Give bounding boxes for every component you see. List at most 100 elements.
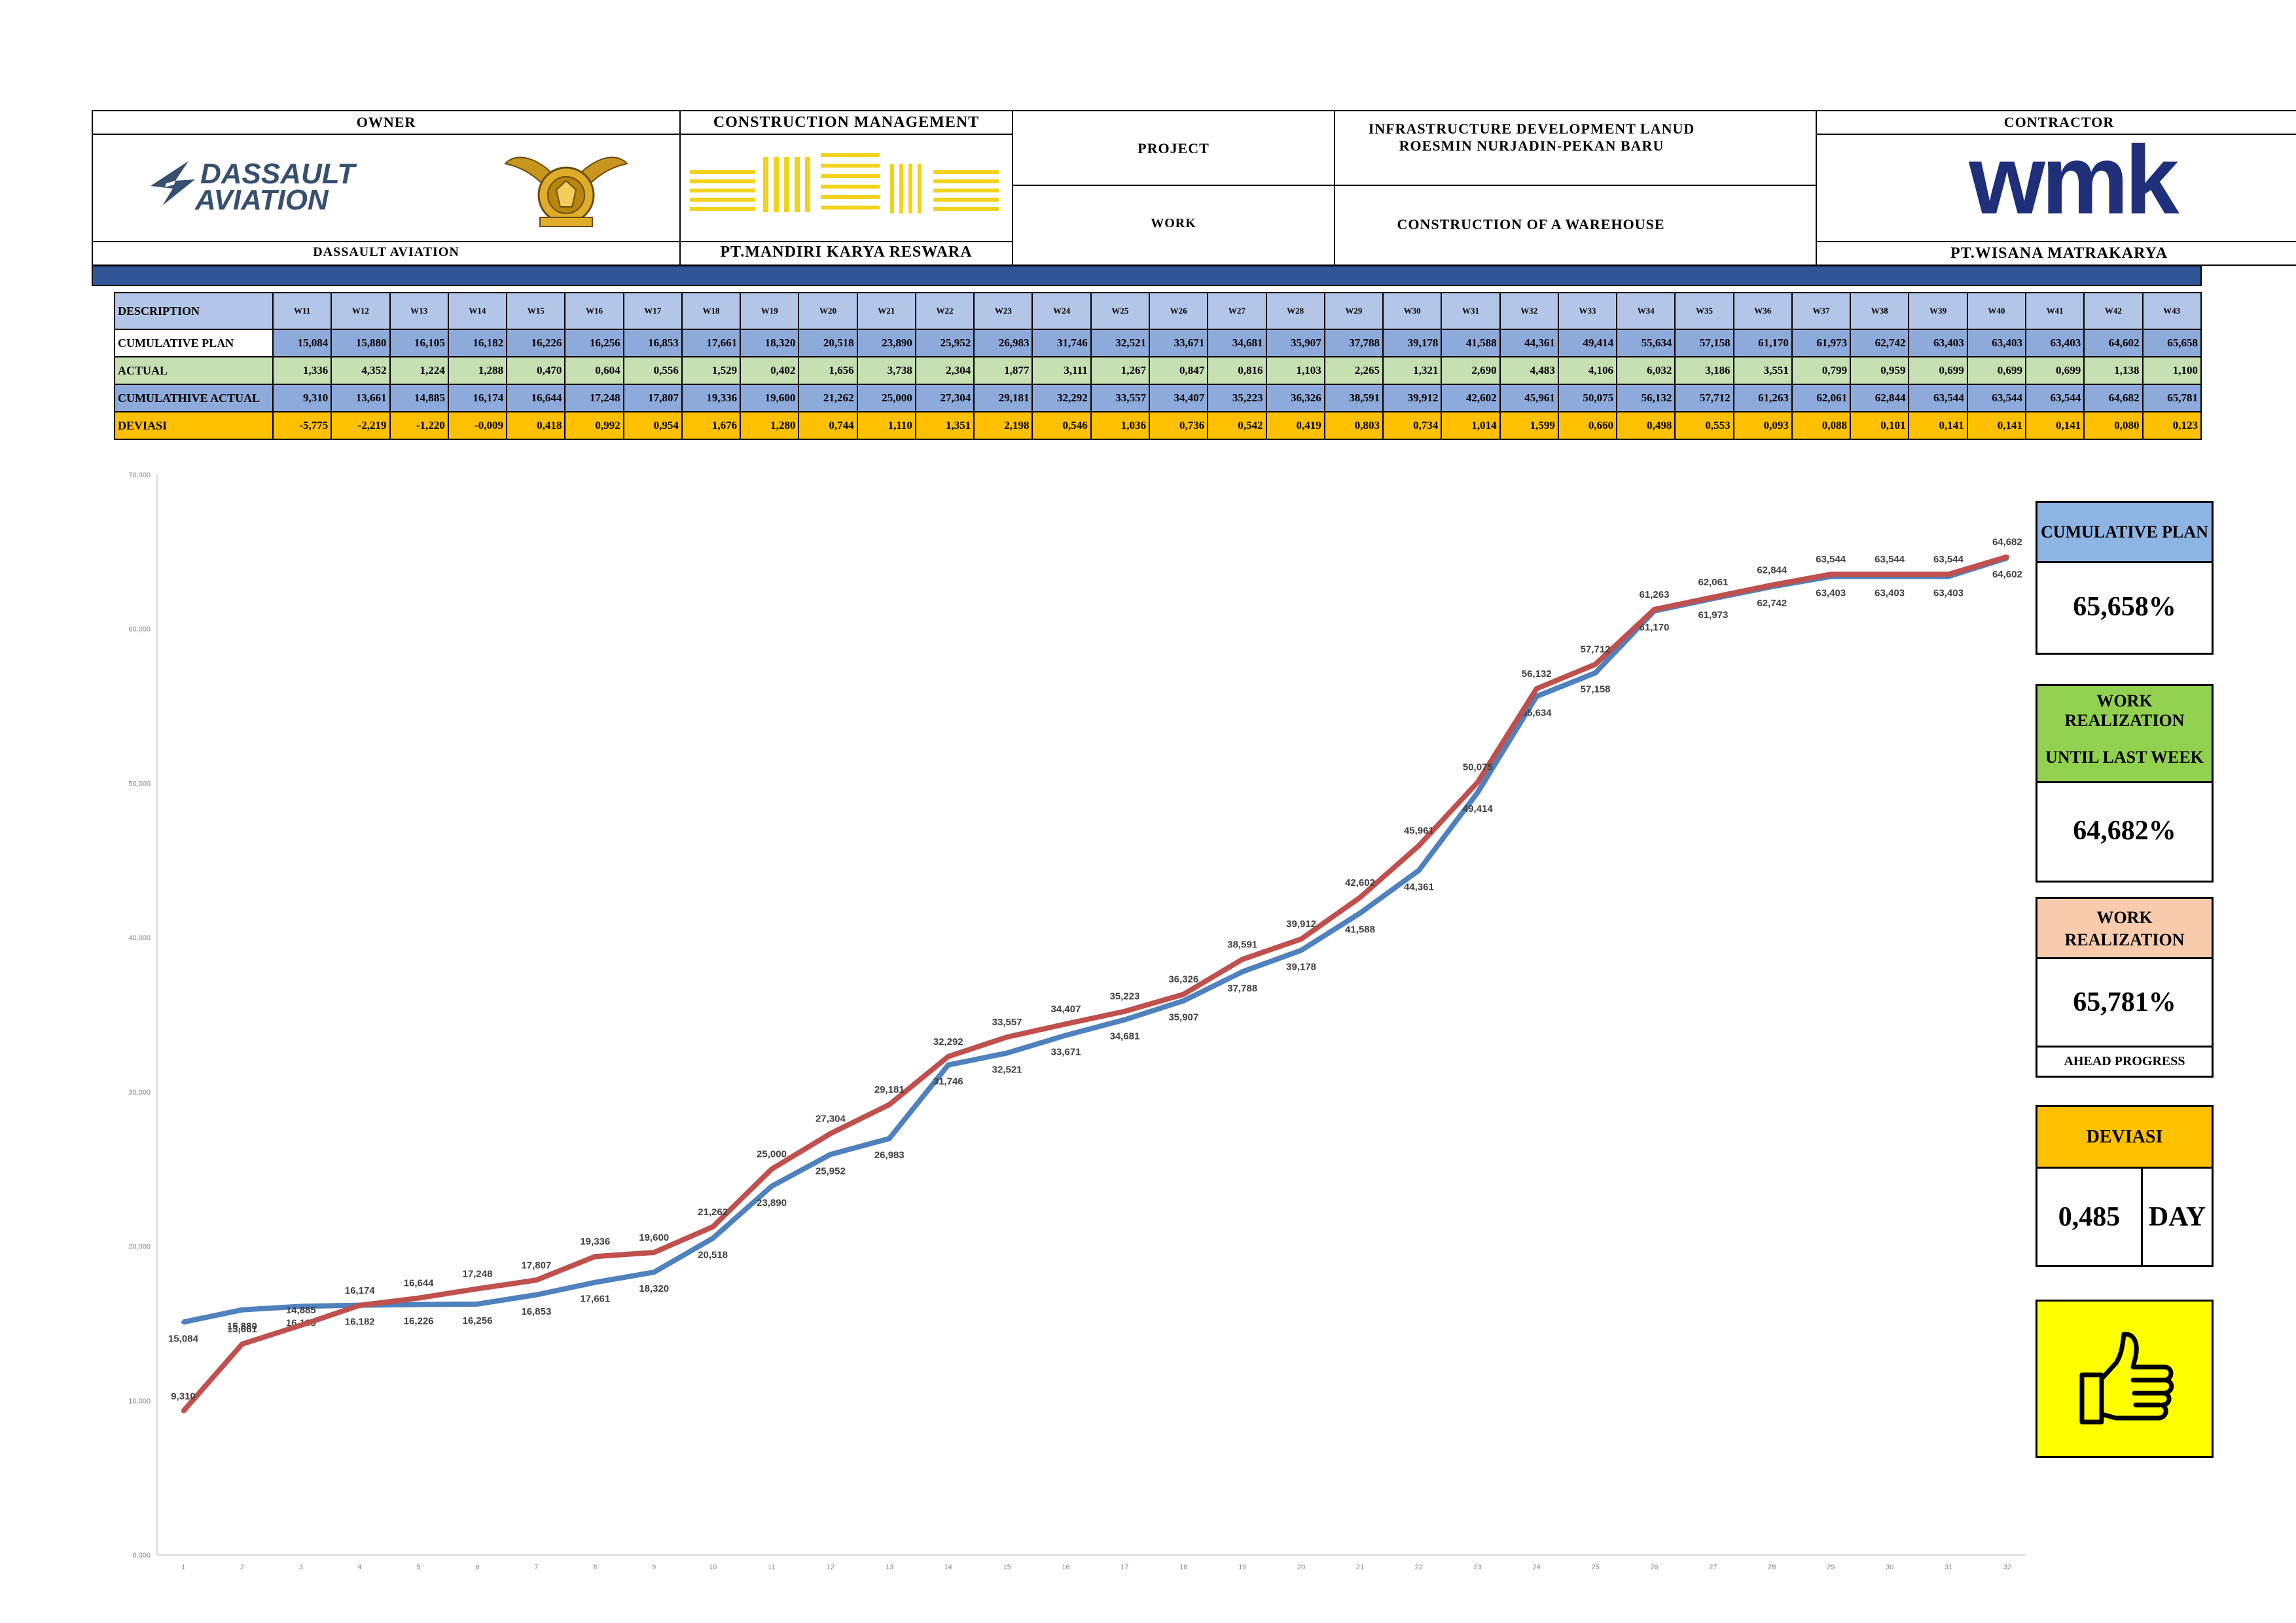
plan-summary-value: 65,658%: [2073, 592, 2176, 622]
table-cell: 39,178: [1382, 329, 1443, 357]
table-cell: 63,544: [1908, 384, 1968, 412]
actual-data-label: 19,600: [639, 1232, 669, 1243]
table-cell: 16,644: [506, 384, 566, 412]
project-label: PROJECT: [1138, 140, 1210, 156]
actual-data-label: 64,682: [1992, 536, 2022, 547]
table-cell: 36,326: [1265, 384, 1325, 412]
plan-data-label: 26,983: [874, 1150, 905, 1161]
actual-point: [1181, 992, 1186, 996]
week-header: W22: [914, 292, 975, 330]
plan-data-label: 62,742: [1757, 598, 1787, 609]
actual-data-label: 34,407: [1051, 1004, 1081, 1015]
actual-point: [1534, 686, 1539, 691]
plan-summary-title: CUMULATIVE PLAN: [2037, 503, 2212, 563]
dassault-logo: DASSAULT AVIATION: [151, 158, 357, 213]
realization-title-line1: WORK: [2096, 908, 2153, 927]
table-cell: 20,518: [798, 329, 858, 357]
x-tick-label: 7: [534, 1563, 538, 1571]
contractor-block: CONTRACTOR wmk PT.WISANA MATRAKARYA: [1816, 110, 2296, 266]
table-cell: 0,542: [1207, 411, 1267, 440]
plan-data-label: 55,634: [1522, 708, 1552, 719]
plan-point: [1122, 1017, 1127, 1022]
plan-data-label: 15,084: [168, 1333, 199, 1344]
table-cell: 3,111: [1031, 356, 1092, 385]
actual-point: [1240, 957, 1245, 962]
table-cell: 1,336: [272, 356, 332, 385]
table-cell: 14,885: [389, 384, 449, 412]
week-header: W34: [1616, 292, 1676, 330]
plan-data-label: 16,853: [521, 1306, 551, 1317]
deviasi-summary-row: 0,485 DAY: [2037, 1169, 2212, 1266]
actual-data-label: 16,174: [345, 1285, 376, 1296]
plan-data-label: 16,105: [286, 1317, 316, 1328]
table-cell: 1,103: [1265, 356, 1325, 385]
project-row-divider: [1013, 185, 1816, 186]
realization-status: AHEAD PROGRESS: [2064, 1054, 2185, 1068]
x-tick-label: 9: [652, 1563, 656, 1571]
table-cell: 0,141: [1966, 411, 2026, 440]
actual-point: [1475, 780, 1480, 784]
week-header: W18: [681, 292, 742, 330]
table-cell: 63,544: [2024, 384, 2085, 412]
table-cell: 0,418: [506, 411, 566, 440]
x-tick-label: 2: [240, 1563, 244, 1571]
table-cell: 0,604: [564, 356, 624, 385]
actual-data-label: 29,181: [874, 1084, 905, 1095]
plan-point: [1888, 574, 1892, 579]
table-cell: 0,699: [1908, 356, 1968, 385]
y-tick-label: 60,000: [128, 626, 151, 634]
actual-data-label: 57,712: [1581, 644, 1611, 655]
plan-point: [416, 1302, 421, 1307]
plan-data-label: 20,518: [698, 1249, 728, 1260]
table-cell: 0,699: [1966, 356, 2026, 385]
actual-point: [181, 1409, 185, 1413]
plan-point: [711, 1236, 715, 1241]
table-cell: 16,226: [506, 329, 566, 357]
plan-data-label: 44,361: [1404, 881, 1434, 892]
x-tick-label: 4: [358, 1563, 362, 1571]
x-tick-label: 23: [1474, 1563, 1482, 1571]
table-cell: 64,602: [2083, 329, 2144, 357]
plan-point: [475, 1302, 480, 1306]
table-cell: 0,816: [1207, 356, 1267, 385]
table-cell: 25,000: [856, 384, 916, 412]
plan-point: [1593, 670, 1598, 675]
table-row: CUMULATIVE PLAN 15,084 15,880 16,105 16,182 1…: [114, 329, 2202, 357]
plan-data-label: 23,890: [757, 1197, 787, 1209]
week-header: W11: [272, 292, 332, 330]
table-row: DEVIASI -5,775 -2,219 -1,220 -0,009 0,418 0,99…: [114, 411, 2202, 440]
last-week-summary-title: WORK REALIZATION UNTIL LAST WEEK: [2037, 686, 2212, 783]
plan-point: [240, 1307, 244, 1312]
deviasi-value: 0,485: [2037, 1169, 2143, 1266]
plan-data-label: 16,226: [404, 1316, 434, 1327]
week-header: W12: [331, 292, 391, 330]
table-cell: 15,880: [331, 329, 391, 357]
actual-data-label: 35,223: [1109, 991, 1139, 1002]
actual-point: [416, 1296, 421, 1300]
actual-point: [1358, 895, 1362, 900]
x-tick-label: 1: [181, 1563, 185, 1571]
actual-data-label: 38,591: [1227, 939, 1257, 950]
table-cell: 50,075: [1557, 384, 1618, 412]
y-tick-label: 20,000: [128, 1243, 151, 1251]
table-cell: 57,712: [1674, 384, 1734, 412]
x-tick-label: 26: [1650, 1563, 1658, 1571]
plan-point: [1005, 1051, 1009, 1055]
plan-summary-card: CUMULATIVE PLAN 65,658%: [2036, 501, 2214, 655]
actual-point: [1888, 572, 1892, 577]
actual-point: [1005, 1035, 1009, 1040]
table-cell: 31,746: [1031, 329, 1092, 357]
actual-point: [1299, 937, 1304, 941]
table-cell: 6,032: [1616, 356, 1676, 385]
plan-point: [1416, 868, 1421, 873]
table-cell: 1,599: [1499, 411, 1559, 440]
table-row: CUMULATHIVE ACTUAL 9,310 13,661 14,885 16,17…: [114, 384, 2202, 412]
actual-data-label: 39,912: [1286, 919, 1316, 930]
actual-data-label: 33,557: [992, 1017, 1022, 1028]
week-header: W29: [1323, 292, 1384, 330]
plan-point: [1240, 970, 1245, 974]
week-header: W36: [1732, 292, 1793, 330]
actual-data-label: 17,807: [521, 1260, 551, 1271]
actual-data-label: 63,544: [1933, 554, 1964, 565]
table-cell: 63,403: [1966, 329, 2026, 357]
